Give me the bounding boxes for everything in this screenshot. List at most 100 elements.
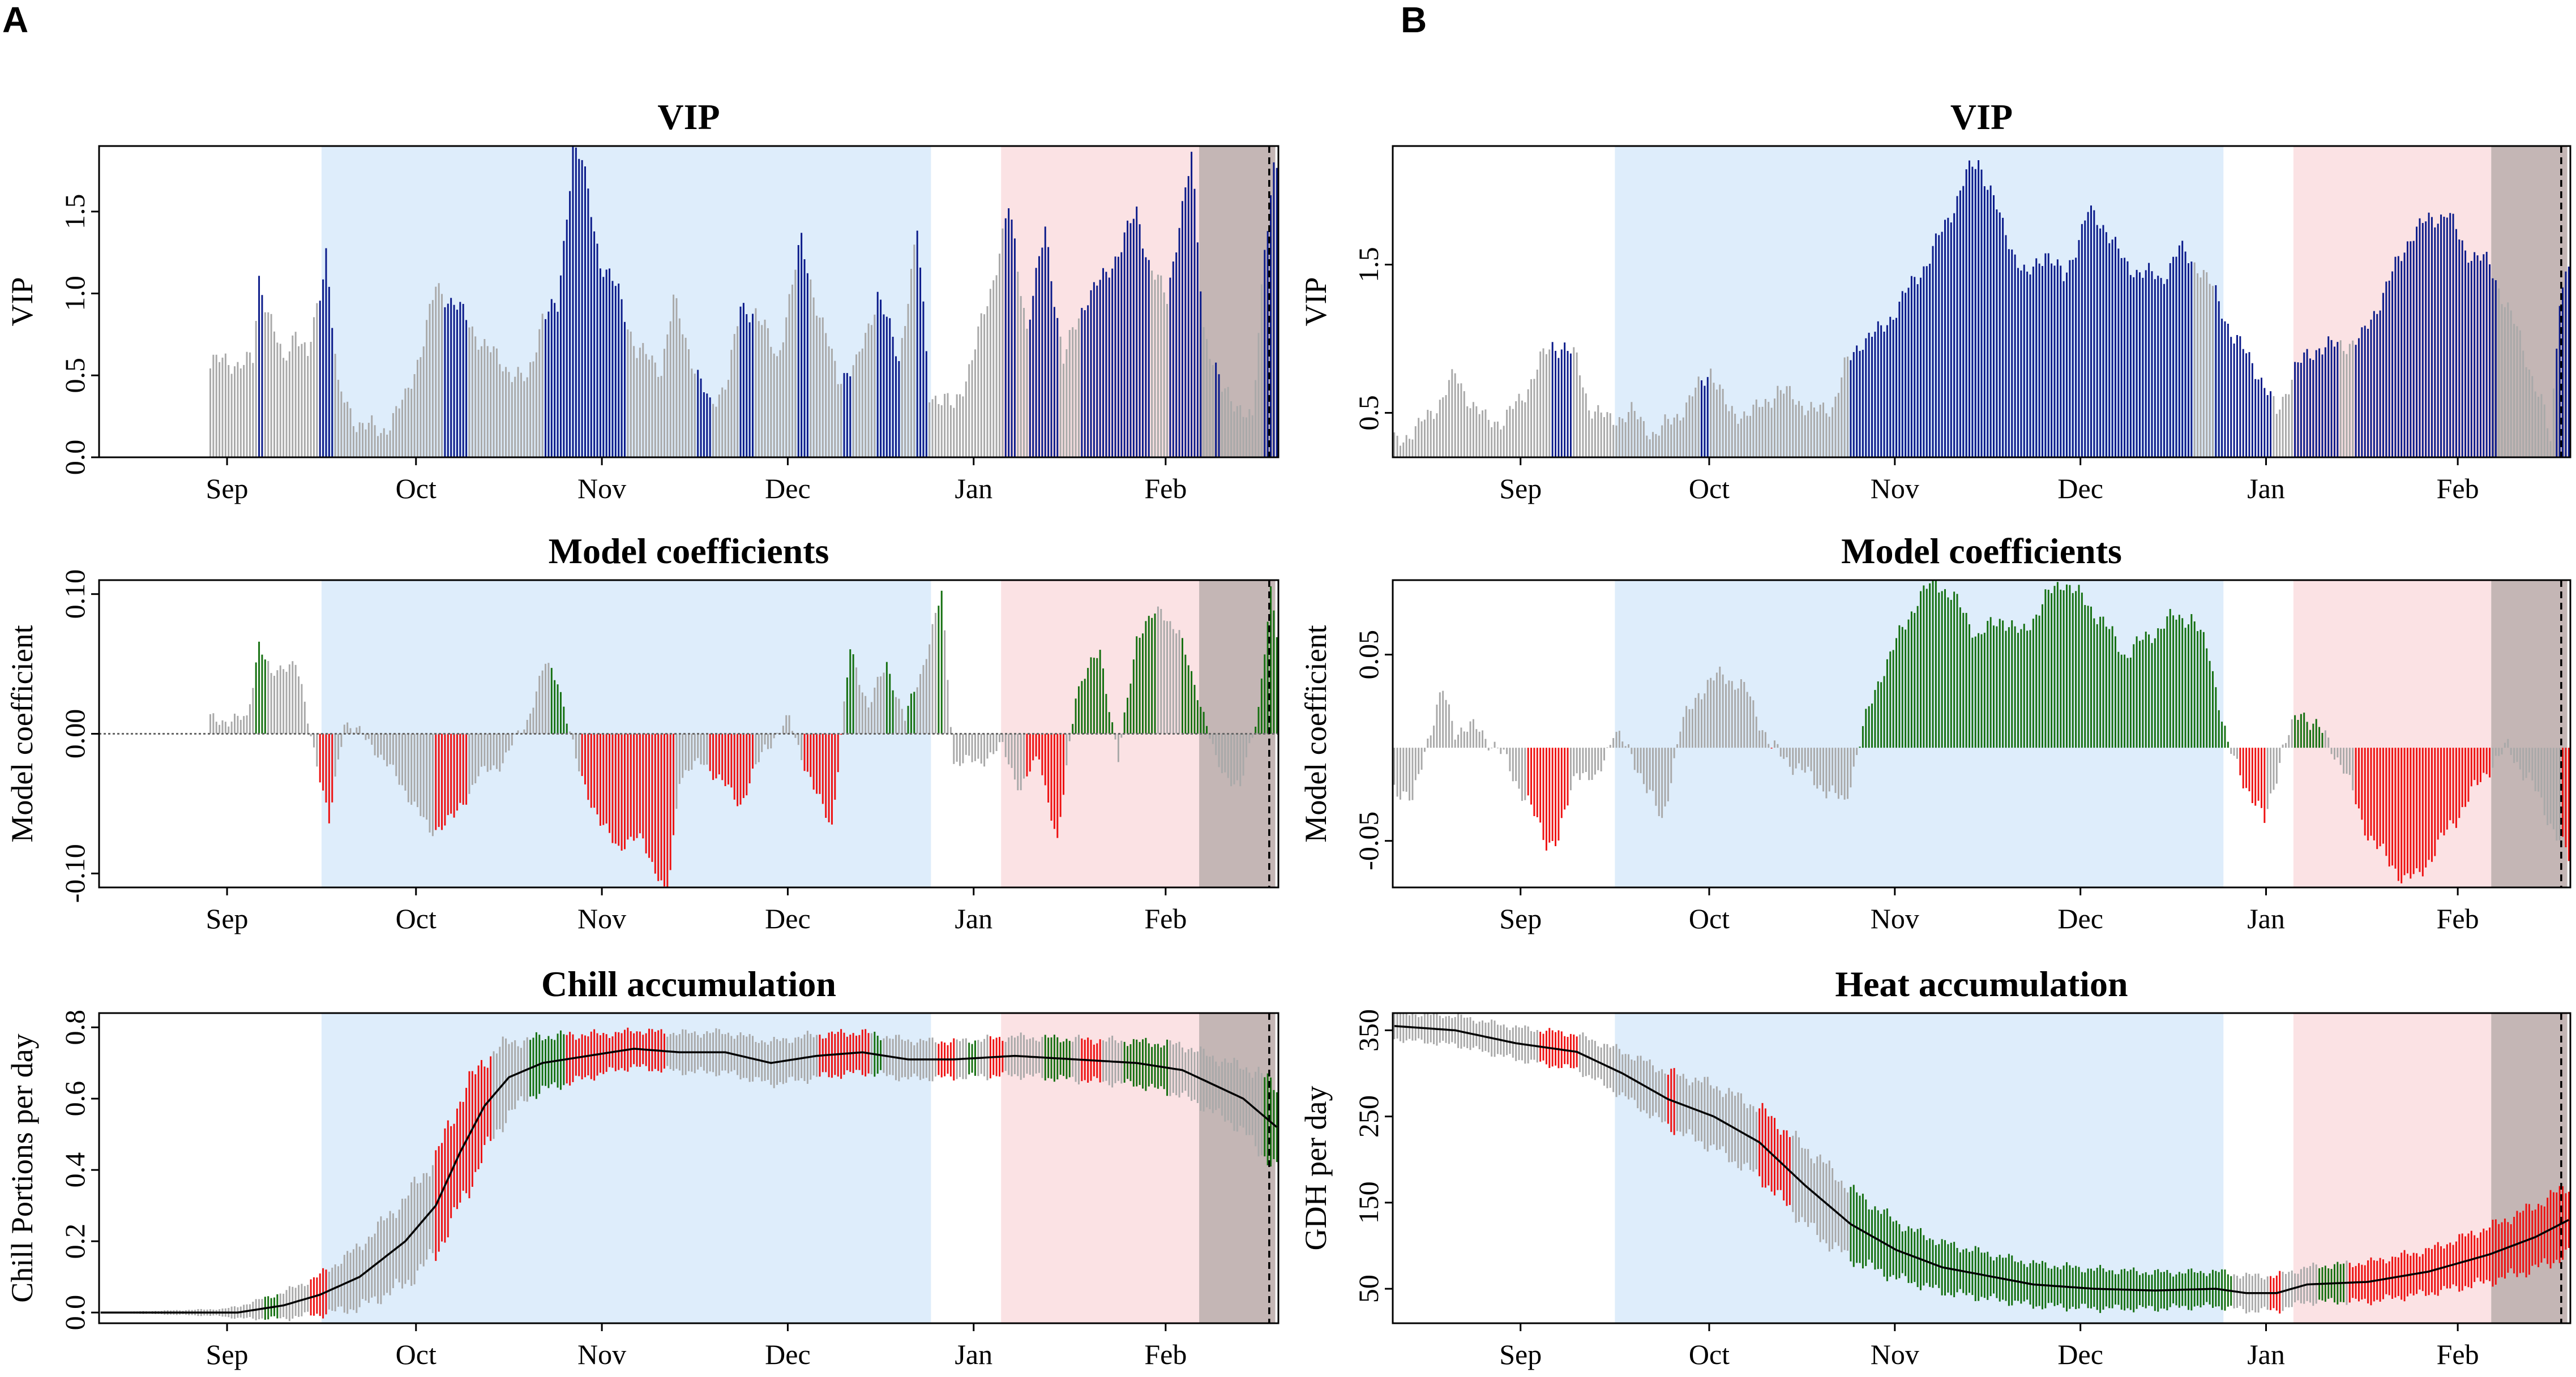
coef-bar (2333, 748, 2335, 760)
vip-bar (1215, 362, 1217, 457)
coef-bar (1925, 589, 1928, 748)
vip-bar (1582, 387, 1584, 457)
vip-bar (1090, 290, 1092, 457)
vip-bar (1075, 329, 1077, 457)
coef-bar (1895, 638, 1897, 748)
coef-bar (1850, 748, 1852, 788)
coef-bar (343, 724, 345, 734)
vip-bar (959, 394, 961, 457)
coef-bar (1813, 748, 1815, 786)
coef-bar (739, 733, 742, 805)
coef-bar (358, 726, 361, 734)
coef-bar (2373, 748, 2375, 840)
vip-bar (292, 335, 294, 457)
coef-bar (782, 726, 784, 734)
coef-bar (1892, 650, 1894, 748)
coef-bar (1393, 748, 1396, 785)
vip-bar (1743, 411, 1745, 457)
coef-bar (1792, 748, 1794, 775)
vip-bar (392, 413, 394, 457)
vip-bar (1482, 410, 1484, 457)
coef-bar (1433, 726, 1435, 748)
vip-bar (239, 368, 242, 457)
vip-bar (2038, 263, 2040, 457)
coef-bar (1941, 591, 1943, 748)
vip-bar (1798, 401, 1800, 457)
x-tick-label: Dec (765, 1339, 811, 1370)
vip-bar (462, 303, 464, 457)
coef-bar (2248, 748, 2250, 792)
vip-bar (1889, 316, 1892, 457)
vip-bar (2157, 276, 2159, 457)
coef-bar (547, 663, 550, 734)
vip-bar (1469, 408, 1471, 457)
coef-bar (1536, 748, 1538, 817)
A-coef-title: Model coefficients (549, 531, 829, 571)
coef-bar (1837, 748, 1839, 799)
vip-bar (1230, 401, 1233, 457)
coef-bar (837, 733, 839, 773)
coef-bar (1114, 733, 1116, 740)
x-tick-label: Nov (577, 903, 626, 934)
coef-bar (517, 730, 519, 734)
y-tick-label: 0.6 (59, 1081, 91, 1117)
coef-bar (2260, 748, 2262, 808)
vip-bar (1673, 417, 1675, 457)
vip-bar (1013, 238, 1016, 457)
coef-bar (477, 733, 480, 777)
coef-bar (2136, 636, 2138, 748)
coef-bar (636, 733, 638, 838)
coef-bar (1740, 679, 1742, 748)
vip-bar (1999, 212, 2001, 457)
coef-bar (2346, 748, 2348, 774)
coef-bar (243, 716, 245, 734)
vip-bar (709, 397, 711, 457)
coef-bar (471, 733, 473, 785)
vip-bar (2531, 376, 2534, 457)
vip-bar (365, 429, 367, 457)
vip-bar (1420, 421, 1423, 457)
vip-bar (928, 402, 931, 457)
vip-bar (2339, 340, 2342, 457)
coef-bar (1105, 694, 1107, 734)
coef-bar (1257, 707, 1260, 734)
vip-bar (1701, 380, 1703, 457)
coef-bar (2343, 748, 2345, 774)
coef-bar (2181, 618, 2184, 748)
vip-bar (2002, 217, 2004, 457)
vip-bar (1105, 272, 1107, 457)
coef-bar (1591, 748, 1593, 780)
coef-bar (721, 733, 724, 780)
y-tick-label: 0.00 (59, 709, 91, 759)
coef-bar (682, 733, 684, 778)
vip-bar (639, 348, 641, 457)
vip-bar (401, 400, 404, 457)
coef-bar (2348, 748, 2351, 775)
vip-bar (367, 423, 370, 457)
vip-bar (1755, 399, 1757, 457)
coef-bar (1576, 748, 1578, 774)
vip-bar (843, 373, 845, 457)
coef-bar (234, 713, 236, 734)
coef-bar (1713, 680, 1715, 748)
coef-bar (322, 733, 324, 791)
coef-bar (825, 733, 827, 818)
vip-bar (913, 244, 915, 457)
vip-bar (2051, 263, 2053, 457)
coef-bar (252, 688, 254, 734)
coef-bar (657, 733, 660, 881)
coef-bar (228, 726, 230, 734)
x-tick-label: Nov (1871, 1339, 1919, 1370)
coef-bar (2492, 748, 2494, 768)
coef-bar (2288, 735, 2290, 748)
vip-bar (337, 380, 340, 457)
coef-bar (1524, 748, 1526, 800)
coef-bar (718, 733, 720, 775)
coef-bar (2547, 748, 2549, 826)
coef-bar (2498, 748, 2500, 756)
vip-bar (2230, 337, 2232, 457)
vip-bar (252, 363, 254, 457)
coef-bar (1874, 690, 1876, 748)
vip-bar (1828, 417, 1830, 457)
coef-bar (1673, 748, 1675, 758)
